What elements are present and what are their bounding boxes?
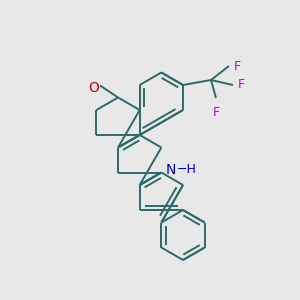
Text: F: F [212,106,220,119]
Text: F: F [238,79,245,92]
Text: N: N [165,163,176,176]
Text: F: F [234,59,241,73]
Text: O: O [88,80,100,94]
Text: −H: −H [176,163,196,176]
